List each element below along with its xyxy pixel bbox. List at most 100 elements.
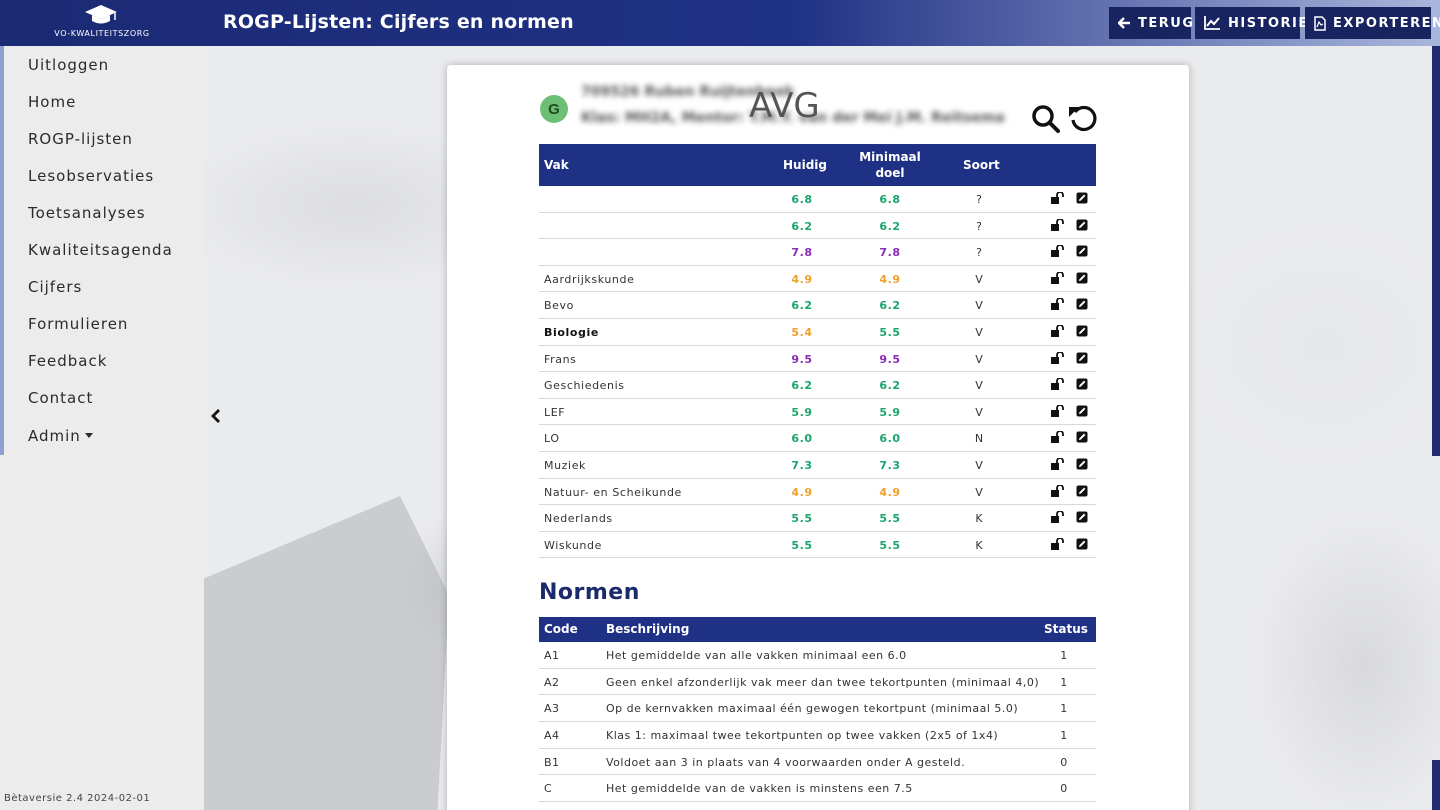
unlock-icon[interactable]: [1050, 430, 1064, 444]
reset-icon[interactable]: [1068, 104, 1098, 134]
cell-huidig: 6.8: [791, 193, 813, 206]
search-icon[interactable]: [1031, 104, 1061, 134]
sidebar-item-feedback[interactable]: Feedback: [28, 352, 108, 370]
edit-icon[interactable]: [1076, 431, 1088, 443]
cell-status: 0: [1060, 782, 1068, 796]
unlock-icon[interactable]: [1050, 483, 1064, 497]
sidebar-item-kwaliteitsagenda[interactable]: Kwaliteitsagenda: [28, 241, 173, 259]
edit-icon[interactable]: [1076, 378, 1088, 390]
back-button[interactable]: TERUG: [1109, 7, 1193, 39]
cell-status: 1: [1060, 729, 1068, 743]
chevron-left-icon[interactable]: [209, 408, 223, 424]
sidebar-item-toetsanalyses[interactable]: Toetsanalyses: [28, 204, 146, 222]
cell-minimaal-doel: 7.3: [879, 458, 901, 472]
column-header-huidig[interactable]: Huidig: [783, 158, 827, 172]
version-label: Bètaversie 2.4 2024-02-01: [4, 793, 151, 804]
export-button-label: EXPORTEREN: [1333, 15, 1440, 31]
cell-beschrijving: Het gemiddelde van alle vakken minimaal …: [606, 649, 907, 662]
cell-minimaal-doel: 5.5: [879, 538, 901, 552]
unlock-icon[interactable]: [1050, 217, 1064, 231]
table-row: A2 Geen enkel afzonderlijk vak meer dan t…: [539, 669, 1096, 696]
cell-soort: K: [975, 538, 983, 552]
edit-icon[interactable]: [1076, 219, 1088, 231]
scrollbar-thumb[interactable]: [1432, 46, 1440, 456]
edit-icon[interactable]: [1076, 272, 1088, 284]
sidebar-accent: [0, 46, 4, 455]
column-header-code: Code: [544, 622, 578, 636]
cell-soort: V: [975, 485, 983, 499]
sidebar-item-uitloggen[interactable]: Uitloggen: [28, 56, 110, 74]
sidebar-item-lesobservaties[interactable]: Lesobservaties: [28, 167, 155, 185]
table-row: Nederlands 5.5 5.5 K: [539, 505, 1096, 532]
normen-table-header: Code Beschrijving Status: [539, 617, 1096, 642]
grades-table-header: Vak Huidig Minimaal doel Soort: [539, 144, 1096, 186]
edit-icon[interactable]: [1076, 511, 1088, 523]
cell-minimaal-doel: 5.5: [879, 325, 901, 339]
edit-icon[interactable]: [1076, 405, 1088, 417]
edit-icon[interactable]: [1076, 485, 1088, 497]
sidebar-item-home[interactable]: Home: [28, 93, 77, 111]
cell-huidig: 6.2: [791, 299, 813, 313]
unlock-icon[interactable]: [1050, 324, 1064, 337]
unlock-icon[interactable]: [1050, 457, 1064, 470]
cell-soort: V: [975, 272, 983, 286]
cell-vak: LEF: [544, 405, 566, 419]
table-row: A1 Het gemiddelde van alle vakken minimaa…: [539, 642, 1096, 669]
sidebar-item-admin[interactable]: Admin: [28, 427, 93, 445]
cell-code: A3: [544, 702, 560, 716]
scrollbar-track-end[interactable]: [1432, 760, 1440, 810]
sidebar-item-contact[interactable]: Contact: [28, 389, 94, 407]
cell-minimaal-doel: 6.2: [879, 379, 901, 393]
table-row: Wiskunde 5.5 5.5 K: [539, 532, 1096, 559]
column-header-minimaal-doel[interactable]: Minimaal doel: [859, 150, 921, 180]
unlock-icon[interactable]: [1050, 297, 1064, 311]
cell-code: A2: [544, 675, 560, 689]
export-button[interactable]: EXPORTEREN: [1305, 7, 1440, 39]
normen-heading: Normen: [539, 580, 640, 605]
sidebar-item-rogp-lijsten[interactable]: ROGP-lijsten: [28, 130, 133, 148]
sidebar-item-cijfers[interactable]: Cijfers: [28, 278, 83, 296]
sidebar-item-formulieren[interactable]: Formulieren: [28, 315, 129, 333]
unlock-icon[interactable]: [1050, 403, 1064, 417]
back-button-label: TERUG: [1138, 15, 1195, 31]
unlock-icon[interactable]: [1050, 536, 1064, 550]
unlock-icon[interactable]: [1050, 377, 1064, 391]
unlock-icon[interactable]: [1050, 350, 1064, 364]
edit-icon[interactable]: [1076, 245, 1088, 257]
table-row: Aardrijkskunde 4.9 4.9 V: [539, 266, 1096, 293]
cell-huidig: 6.2: [791, 219, 813, 233]
cell-vak: Nederlands: [544, 512, 613, 526]
unlock-icon[interactable]: [1050, 270, 1064, 284]
unlock-icon[interactable]: [1050, 191, 1064, 204]
cell-huidig: 6.2: [791, 379, 813, 393]
average-label: AVG: [749, 86, 820, 126]
history-button[interactable]: HISTORIE: [1195, 7, 1307, 39]
edit-icon[interactable]: [1076, 192, 1088, 204]
edit-icon[interactable]: [1076, 298, 1088, 310]
pdf-file-icon: [1314, 15, 1326, 31]
cell-code: A4: [544, 729, 560, 743]
table-row: LO 6.0 6.0 N: [539, 425, 1096, 452]
column-header-vak[interactable]: Vak: [544, 158, 569, 172]
cell-huidig: 5.4: [791, 325, 813, 339]
table-row: Muziek 7.3 7.3 V: [539, 452, 1096, 479]
table-row: Bevo 6.2 6.2 V: [539, 292, 1096, 319]
cell-soort: V: [975, 325, 983, 339]
edit-icon[interactable]: [1076, 458, 1088, 470]
table-row: A4 Klas 1: maximaal twee tekortpunten op …: [539, 722, 1096, 749]
cell-huidig: 4.9: [791, 485, 813, 499]
brand-name: VO-KWALITEITSZORG: [54, 29, 150, 38]
cell-code: A1: [544, 649, 560, 662]
cell-soort: ?: [976, 246, 982, 260]
table-row: 6.8 6.8?: [539, 186, 1096, 213]
unlock-icon[interactable]: [1050, 244, 1064, 258]
student-name: 709526 Ruben Ruijtenbeek: [581, 84, 795, 100]
brand-logo[interactable]: VO-KWALITEITSZORG: [0, 0, 204, 46]
edit-icon[interactable]: [1076, 352, 1088, 364]
cell-soort: V: [975, 299, 983, 313]
edit-icon[interactable]: [1076, 538, 1088, 550]
sidebar-item-admin-label: Admin: [28, 427, 81, 445]
unlock-icon[interactable]: [1050, 510, 1064, 524]
edit-icon[interactable]: [1076, 325, 1088, 337]
column-header-soort[interactable]: Soort: [963, 158, 1000, 172]
